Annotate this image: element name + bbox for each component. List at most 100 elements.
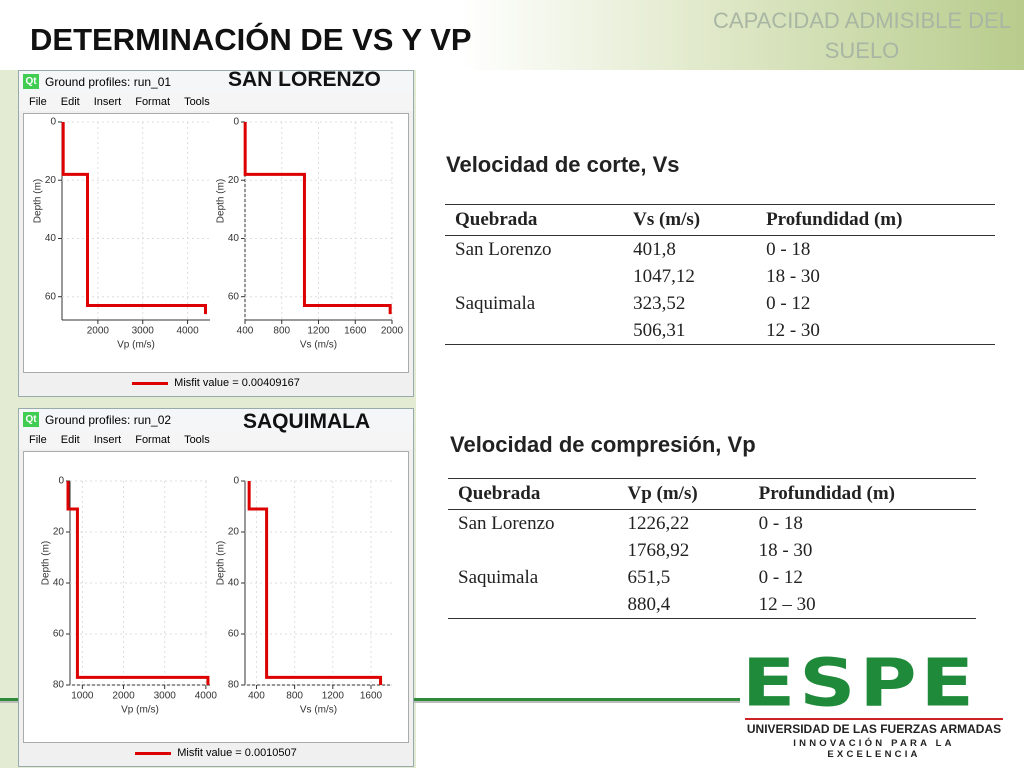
y-tick-label: 0 [233,117,239,128]
slide-title: DETERMINACIÓN DE VS Y VP [30,22,472,57]
column-header: Vp (m/s) [617,478,749,510]
profile-line [247,481,383,685]
group-name: Saquimala [455,292,536,314]
y-axis-label: Depth (m) [216,179,227,223]
cell: 0 - 12 [758,566,803,588]
column-header: Profundidad (m) [756,204,995,236]
logo-motto: INNOVACIÓN PARA LA EXCELENCIA [793,738,955,760]
section-title: CAPACIDAD ADMISIBLE DEL SUELO [713,8,1011,63]
table-row: Saquimala 323,52 0 - 12 [445,290,995,317]
window-title-text: Ground profiles: run_01 [45,75,172,89]
y-tick-label: 80 [53,680,65,691]
menu-item[interactable]: Edit [60,434,80,446]
y-axis-label: Depth (m) [33,179,44,223]
y-tick-label: 20 [45,175,57,186]
menu-item[interactable]: Tools [184,434,210,446]
x-tick-label: 800 [286,691,303,702]
y-tick-label: 20 [53,527,65,538]
x-axis-label: Vp (m/s) [121,705,159,716]
cell: 1047,12 [633,265,695,287]
menu-item[interactable]: File [29,96,47,108]
menu-item[interactable]: Tools [184,96,210,108]
cell: 506,31 [623,317,757,345]
legend: Misfit value = 0.0010507 [19,747,413,759]
menu-item[interactable]: Format [135,434,171,446]
x-tick-label: 400 [248,691,265,702]
header-row: Quebrada Vs (m/s) Profundidad (m) [445,204,995,236]
window-title-text: Ground profiles: run_02 [45,413,172,427]
window-title: Qt Ground profiles: run_02 [19,409,413,431]
cell: 0 - 12 [766,292,811,314]
y-tick-label: 40 [228,233,240,244]
table-row: 506,31 12 - 30 [445,317,995,345]
x-tick-label: 4000 [195,691,218,702]
y-axis-label: Depth (m) [216,541,227,585]
legend-text: Misfit value = 0.00409167 [174,377,300,389]
y-tick-label: 60 [45,291,57,302]
menu-item[interactable]: Format [135,96,171,108]
logo-university: UNIVERSIDAD DE LAS FUERZAS ARMADAS [745,718,1003,736]
plot-area [23,451,409,743]
menu-item[interactable]: Insert [93,96,122,108]
app-window: Qt Ground profiles: run_01 File Edit Insert F… [18,70,414,397]
y-tick-label: 80 [228,680,240,691]
table-heading: Velocidad de compresión, Vp [450,432,756,457]
x-tick-label: 3000 [132,326,155,337]
legend-swatch [132,381,169,385]
x-tick-label: 2000 [381,326,404,337]
cell: 0 - 18 [766,238,811,260]
group-name: Saquimala [458,566,539,588]
table-row: 1768,92 18 - 30 [448,537,976,564]
y-tick-label: 60 [53,629,65,640]
y-tick-label: 0 [50,117,56,128]
y-tick-label: 20 [228,175,240,186]
x-tick-label: 1600 [360,691,383,702]
table: Quebrada Vp (m/s) Profundidad (m) San Loren… [448,478,976,619]
cell: 18 - 30 [758,539,813,561]
x-tick-label: 1200 [322,691,345,702]
cell: 0 - 18 [758,512,803,534]
cell: 18 - 30 [766,265,820,287]
app-icon: Qt [23,412,39,427]
cell: 12 - 30 [756,317,995,345]
x-tick-label: 2000 [87,326,110,337]
window-title: Qt Ground profiles: run_01 [19,71,413,93]
y-tick-label: 40 [45,233,57,244]
menu-item[interactable]: Edit [60,96,80,108]
table-row: 880,4 12 – 30 [448,591,976,619]
legend-swatch [135,751,172,755]
cell: 651,5 [627,566,671,588]
legend-text: Misfit value = 0.0010507 [177,747,297,759]
menu-bar: File Edit Insert Format Tools [19,93,413,111]
profile-line [61,122,208,315]
group-name: San Lorenzo [458,512,555,534]
column-header: Quebrada [445,204,624,236]
y-tick-label: 40 [53,578,65,589]
menu-bar: File Edit Insert Format Tools [19,431,413,449]
cell: 12 – 30 [748,591,976,619]
table-row: San Lorenzo 401,8 0 - 18 [445,236,995,264]
y-tick-label: 40 [228,578,240,589]
header-band [0,0,1024,70]
x-tick-label: 1000 [71,691,94,702]
cell: 323,52 [633,292,686,314]
legend: Misfit value = 0.00409167 [19,377,413,389]
y-tick-label: 0 [233,476,239,487]
menu-item[interactable]: Insert [93,434,122,446]
app-icon: Qt [23,74,39,89]
x-axis-label: Vs (m/s) [300,705,337,716]
x-axis-label: Vp (m/s) [117,340,155,351]
table-heading: Velocidad de corte, Vs [446,152,680,177]
window-label: SAN LORENZO [228,68,381,91]
menu-item[interactable]: File [29,434,47,446]
x-tick-label: 800 [273,326,290,337]
x-tick-label: 400 [237,326,254,337]
column-header: Profundidad (m) [748,478,976,510]
table-row: San Lorenzo 1226,22 0 - 18 [448,510,976,538]
x-tick-label: 1600 [344,326,367,337]
cell [448,591,618,619]
y-tick-label: 60 [228,629,240,640]
table-row: 1047,12 18 - 30 [445,263,995,290]
